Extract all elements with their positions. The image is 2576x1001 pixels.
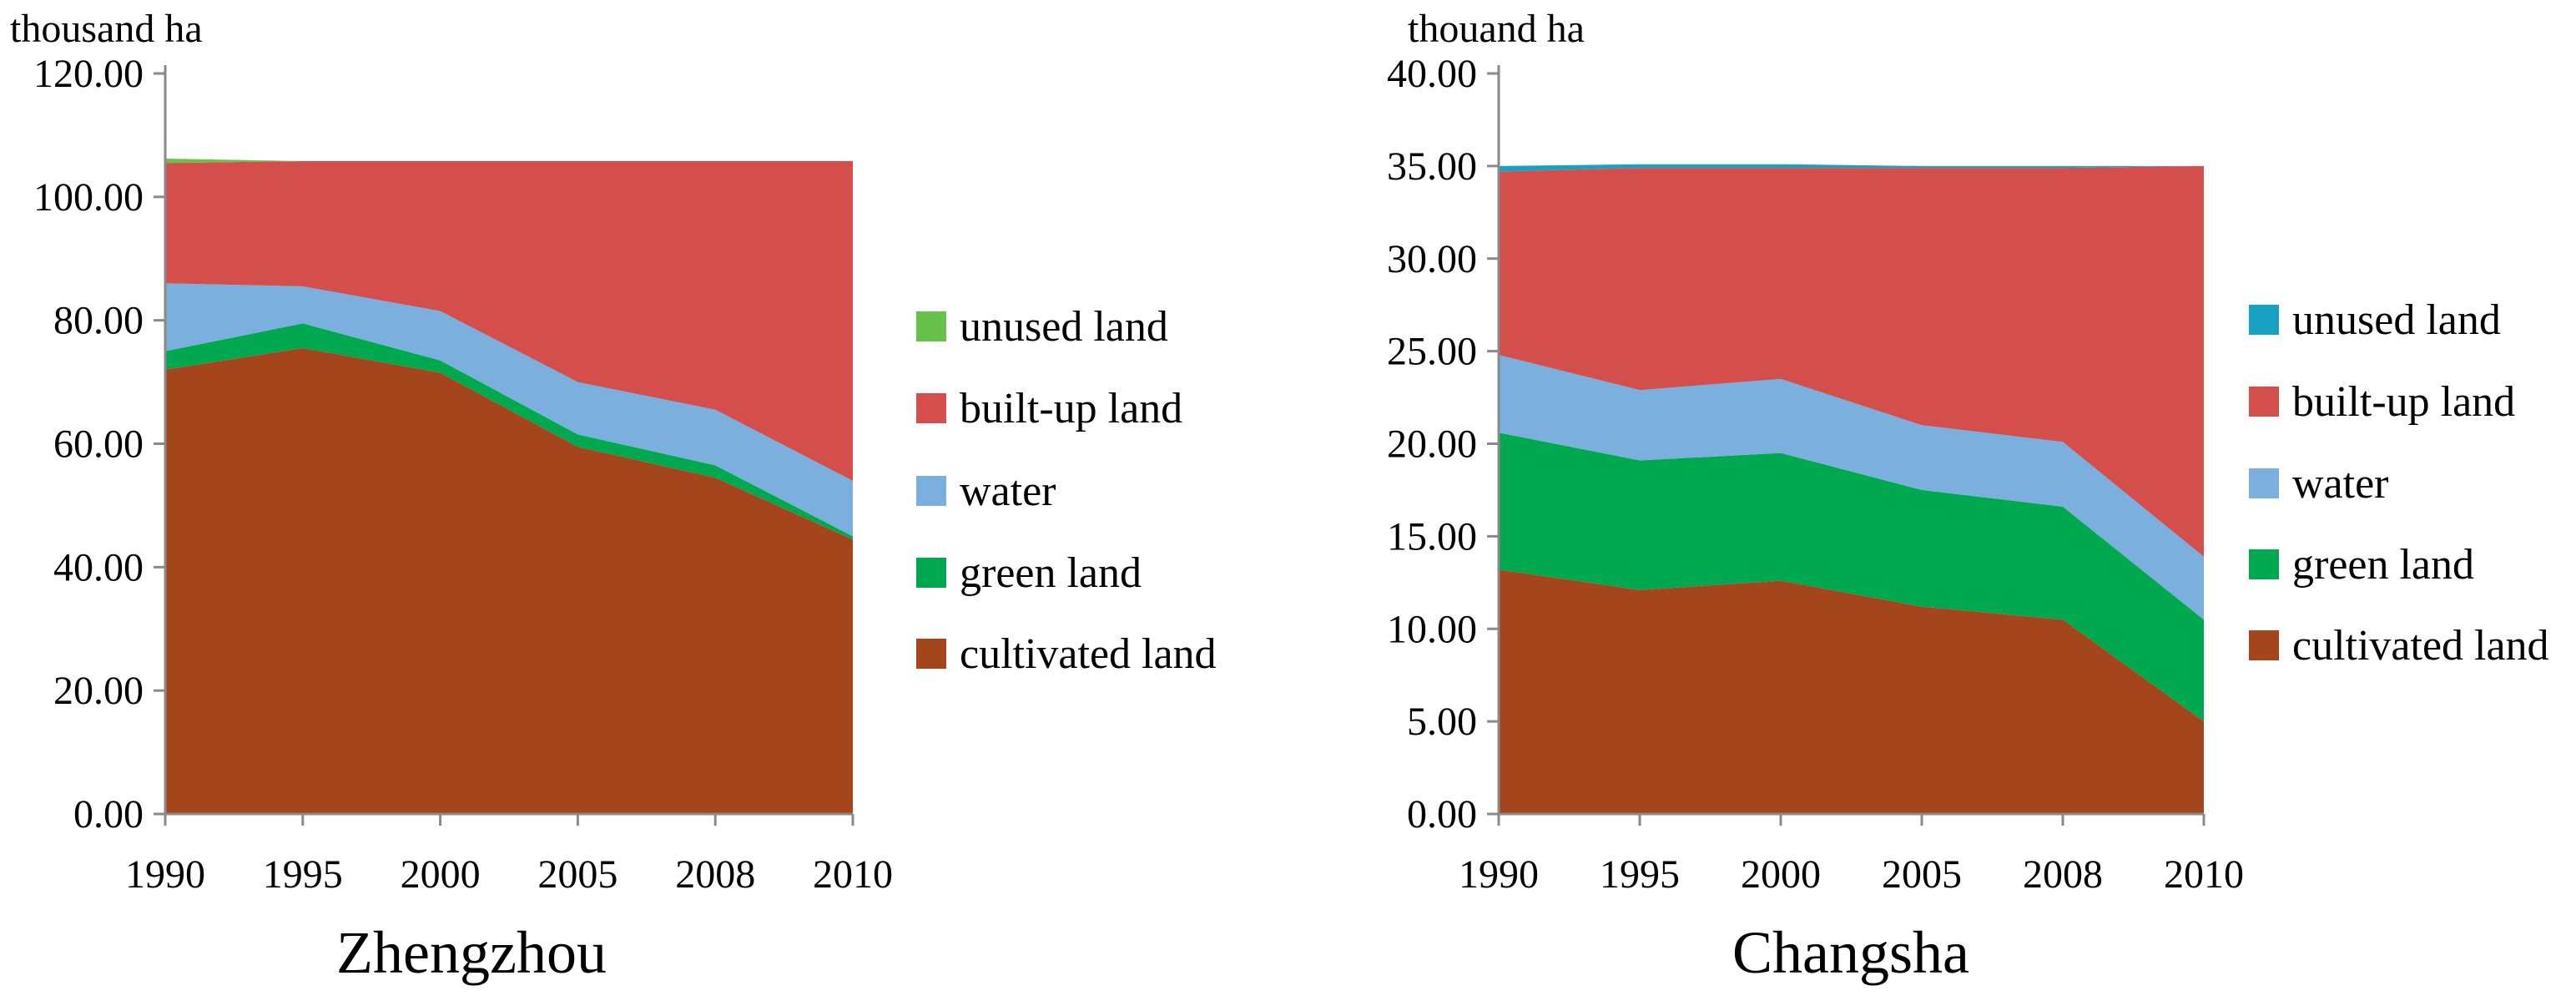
- y-tick-label: 25.00: [1387, 330, 1477, 374]
- legend-label: water: [2292, 460, 2388, 508]
- y-tick-label: 20.00: [1387, 422, 1477, 467]
- legend-item-water: water: [916, 468, 1056, 515]
- y-axis-unit-label: thouand ha: [1408, 7, 1585, 51]
- y-axis-unit-label: thousand ha: [10, 7, 203, 51]
- y-tick-label: 30.00: [1387, 237, 1477, 281]
- legend-swatch: [2249, 468, 2279, 498]
- legend-label: unused land: [960, 303, 1168, 351]
- y-tick-label: 35.00: [1387, 144, 1477, 189]
- y-tick-label: 120.00: [33, 52, 144, 96]
- x-tick-label: 1995: [1600, 852, 1680, 897]
- legend-label: green land: [960, 549, 1142, 597]
- chart-title: Changsha: [1732, 919, 1969, 986]
- legend-swatch: [916, 311, 946, 341]
- legend-swatch: [2249, 630, 2279, 660]
- legend-swatch: [2249, 549, 2279, 579]
- x-tick-label: 2005: [537, 852, 618, 897]
- x-tick-label: 2008: [675, 852, 755, 897]
- x-tick-label: 1990: [125, 852, 205, 897]
- legend-item-cultivated-land: cultivated land: [916, 630, 1217, 678]
- chart-changsha: 0.00 5.00 10.00 15.00 20.00 25.00 30.00 35.00 40…: [1387, 7, 2549, 986]
- y-tick-label: 0.00: [1407, 792, 1477, 837]
- legend-item-water: water: [2249, 460, 2388, 508]
- legend-item-cultivated-land: cultivated land: [2249, 622, 2549, 670]
- legend-label: built-up land: [2292, 378, 2515, 426]
- area-cultivated-land: [1499, 569, 2204, 814]
- legend-label: green land: [2292, 541, 2474, 589]
- area-built-up-land: [1499, 165, 2204, 557]
- area-cultivated-land: [165, 347, 853, 814]
- legend-item-unused-land: unused land: [916, 303, 1168, 351]
- area-water: [165, 283, 853, 537]
- y-tick-label: 40.00: [1387, 52, 1477, 96]
- y-tick-label: 20.00: [53, 669, 144, 713]
- legend-label: cultivated land: [960, 630, 1217, 678]
- legend-swatch: [916, 639, 946, 669]
- legend-item-unused-land: unused land: [2249, 296, 2501, 344]
- x-tick-label: 2000: [1741, 852, 1821, 897]
- y-tick-label: 60.00: [53, 422, 144, 467]
- x-tick-label: 1995: [263, 852, 343, 897]
- y-tick-label: 100.00: [33, 175, 144, 220]
- legend-label: cultivated land: [2292, 622, 2549, 670]
- legend-swatch: [916, 558, 946, 588]
- y-tick-label: 0.00: [73, 792, 144, 837]
- x-tick-label: 2008: [2023, 852, 2103, 897]
- legend-label: water: [960, 468, 1056, 515]
- y-tick-label: 40.00: [53, 545, 144, 589]
- legend-label: unused land: [2292, 296, 2501, 344]
- y-tick-label: 15.00: [1387, 514, 1477, 559]
- area-green-land: [165, 323, 853, 540]
- legend-swatch: [916, 393, 946, 423]
- area-green-land: [1499, 432, 2204, 722]
- y-tick-label: 80.00: [53, 299, 144, 343]
- legend-item-built-up-land: built-up land: [916, 385, 1182, 432]
- area-unused-land: [1499, 164, 2204, 172]
- chart-title: Zhengzhou: [336, 919, 607, 986]
- legend-item-built-up-land: built-up land: [2249, 378, 2515, 426]
- area-built-up-land: [165, 161, 853, 481]
- legend-swatch: [916, 476, 946, 506]
- x-tick-label: 2010: [2164, 852, 2244, 897]
- legend-item-green-land: green land: [2249, 541, 2474, 589]
- y-tick-label: 5.00: [1407, 700, 1477, 744]
- area-water: [1499, 355, 2204, 620]
- x-tick-label: 2000: [401, 852, 481, 897]
- chart-zhengzhou: 0.00 20.00 40.00 60.00 80.00 100.00 120.00 1990…: [10, 7, 1217, 986]
- legend-label: built-up land: [960, 385, 1182, 432]
- legend-swatch: [2249, 305, 2279, 335]
- x-tick-label: 2005: [1882, 852, 1962, 897]
- legend-item-green-land: green land: [916, 549, 1142, 597]
- x-tick-label: 2010: [813, 852, 893, 897]
- legend-swatch: [2249, 387, 2279, 417]
- y-tick-label: 10.00: [1387, 607, 1477, 651]
- x-tick-label: 1990: [1459, 852, 1539, 897]
